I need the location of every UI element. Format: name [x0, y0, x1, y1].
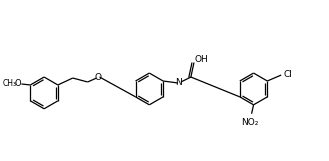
Text: OH: OH: [195, 55, 209, 64]
Text: O: O: [94, 72, 101, 81]
Text: NO₂: NO₂: [241, 118, 258, 127]
Text: O: O: [15, 80, 21, 89]
Text: N: N: [176, 78, 182, 87]
Text: Cl: Cl: [283, 70, 292, 79]
Text: CH₃: CH₃: [2, 80, 16, 89]
